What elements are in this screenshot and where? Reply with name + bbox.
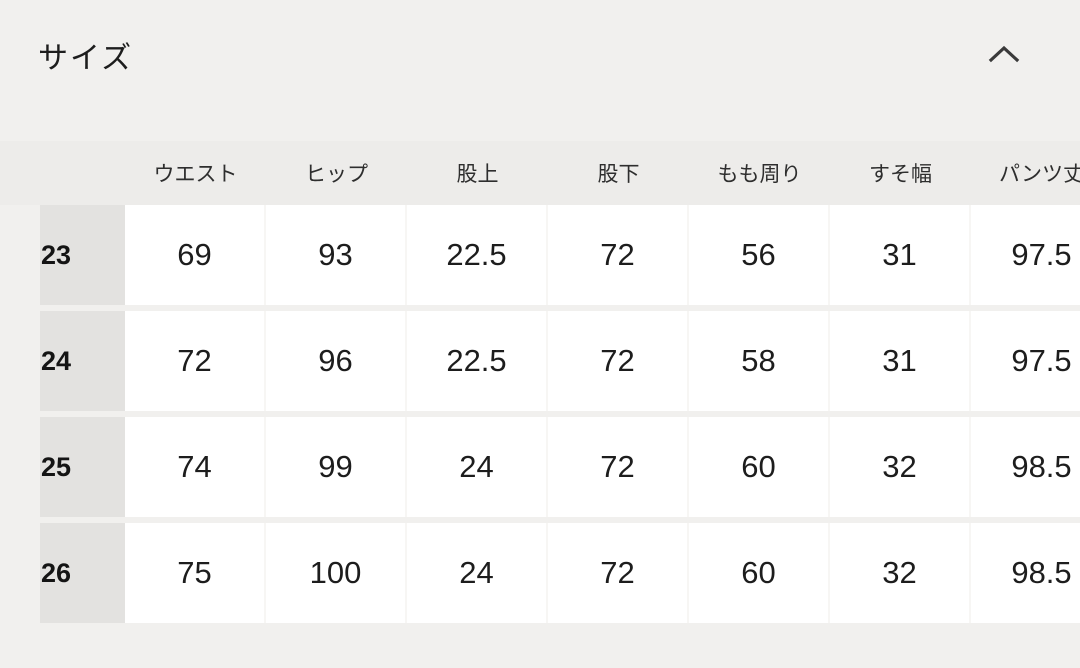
section-bottom-padding: [0, 623, 1080, 668]
cell-26-length: 98.5: [971, 523, 1080, 623]
cell-26-inseam: 72: [548, 523, 689, 623]
cell-24-hem: 31: [830, 311, 971, 411]
cell-24-length: 97.5: [971, 311, 1080, 411]
column-header-pants-length: パンツ丈: [998, 163, 1080, 186]
table-row: 26 75 100 24 72 60 32 98.5: [0, 523, 1080, 623]
column-header-rise: 股上: [456, 163, 499, 186]
header-label-spacer: [40, 141, 125, 205]
table-row: 23 69 93 22.5 72 56 31 97.5: [0, 205, 1080, 305]
cell-23-length: 97.5: [971, 205, 1080, 305]
row-label-size-23: 23: [40, 205, 125, 305]
cell-25-waist: 74: [125, 417, 266, 517]
cell-24-inseam: 72: [548, 311, 689, 411]
collapse-section-button[interactable]: [984, 40, 1024, 68]
cell-26-hip: 100: [266, 523, 407, 623]
cell-26-thigh: 60: [689, 523, 830, 623]
size-section-header: サイズ: [0, 0, 1080, 141]
cell-25-length: 98.5: [971, 417, 1080, 517]
cell-26-rise: 24: [407, 523, 548, 623]
table-row: 25 74 99 24 72 60 32 98.5: [0, 417, 1080, 517]
column-header-inseam: 股下: [597, 163, 640, 186]
row-label-size-24: 24: [40, 311, 125, 411]
table-header-row: ウエスト ヒップ 股上 股下 もも周り すそ幅 パンツ丈: [0, 141, 1080, 205]
column-header-thigh: もも周り: [717, 163, 802, 186]
cell-26-waist: 75: [125, 523, 266, 623]
table-row: 24 72 96 22.5 72 58 31 97.5: [0, 311, 1080, 411]
cell-24-hip: 96: [266, 311, 407, 411]
chevron-up-icon: [987, 44, 1021, 64]
cell-26-hem: 32: [830, 523, 971, 623]
cell-23-hem: 31: [830, 205, 971, 305]
cell-24-thigh: 58: [689, 311, 830, 411]
page-title: サイズ: [38, 42, 134, 75]
cell-23-inseam: 72: [548, 205, 689, 305]
row-label-size-25: 25: [40, 417, 125, 517]
column-header-waist: ウエスト: [153, 163, 238, 186]
cell-25-inseam: 72: [548, 417, 689, 517]
cell-23-waist: 69: [125, 205, 266, 305]
header-left-margin: [0, 141, 40, 205]
cell-24-rise: 22.5: [407, 311, 548, 411]
cell-23-rise: 22.5: [407, 205, 548, 305]
cell-25-thigh: 60: [689, 417, 830, 517]
column-header-hip: ヒップ: [305, 163, 368, 186]
cell-25-rise: 24: [407, 417, 548, 517]
cell-25-hem: 32: [830, 417, 971, 517]
column-header-hem-width: すそ幅: [869, 163, 932, 186]
cell-24-waist: 72: [125, 311, 266, 411]
row-label-size-26: 26: [40, 523, 125, 623]
size-table: ウエスト ヒップ 股上 股下 もも周り すそ幅 パンツ丈 23 69 93 22…: [0, 141, 1080, 623]
cell-25-hip: 99: [266, 417, 407, 517]
cell-23-hip: 93: [266, 205, 407, 305]
cell-23-thigh: 56: [689, 205, 830, 305]
